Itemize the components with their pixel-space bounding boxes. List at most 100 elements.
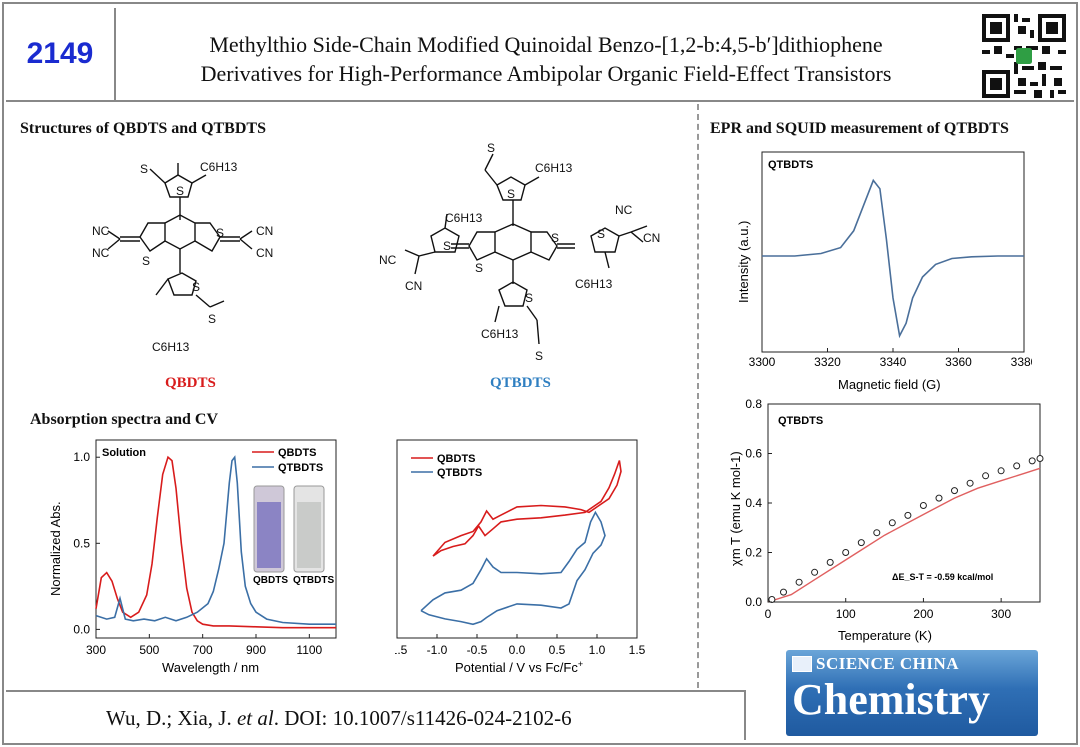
absorption-annotation: Solution xyxy=(102,447,146,459)
atom-hexyl-left-r: C6H13 xyxy=(445,211,483,225)
qr-code-icon[interactable] xyxy=(982,14,1066,98)
squid-ytick-label: 0.4 xyxy=(745,496,762,510)
vial-label-qbdts: QBDTS xyxy=(253,575,288,586)
atom-cn-right-r: CN xyxy=(643,231,660,245)
journal-logo-top: SCIENCE CHINA xyxy=(816,654,959,673)
cv-legend: QBDTS QTBDTS xyxy=(411,453,482,479)
atom-hexyl-bottom: C6H13 xyxy=(152,340,190,354)
atom-sme-top: S xyxy=(140,162,148,176)
qbdts-label: QBDTS xyxy=(165,375,216,392)
atom-s-core-left: S xyxy=(142,254,150,268)
citation[interactable]: Wu, D.; Xia, J. et al. DOI: 10.1007/s114… xyxy=(106,706,572,731)
squid-data-point xyxy=(919,502,927,509)
squid-data-point xyxy=(811,568,819,576)
atom-s-core-right-r: S xyxy=(551,231,559,245)
cv-xlabel: Potential / V vs Fc/Fc+ xyxy=(455,659,583,675)
squid-data-point xyxy=(888,519,896,527)
squid-data-point xyxy=(873,529,881,537)
squid-xtick-label: 0 xyxy=(765,607,772,621)
absorption-xticks: 300 500 700 900 1100 xyxy=(86,634,323,657)
squid-data-point xyxy=(842,549,850,556)
absorption-ytick-label: 0.5 xyxy=(73,536,90,550)
title-line-2: Derivatives for High-Performance Ambipol… xyxy=(200,61,892,86)
atom-s-top-r: S xyxy=(507,187,515,201)
squid-fit-line xyxy=(767,467,1041,603)
squid-yticks: 0.0 0.2 0.4 0.6 0.8 xyxy=(745,397,772,609)
absorption-legend: QBDTS QTBDTS xyxy=(252,447,323,474)
squid-xlabel: Temperature (K) xyxy=(838,628,932,643)
absorption-series-0 xyxy=(95,455,336,629)
epr-series-group xyxy=(762,178,1024,339)
absorption-ytick-label: 0.0 xyxy=(73,622,90,636)
legend-qtbdts-label: QTBDTS xyxy=(278,462,323,474)
atom-hexyl-top-r: C6H13 xyxy=(535,161,573,175)
epr-xticks: 3300 3320 3340 3360 3380 xyxy=(749,348,1032,369)
cv-xtick-label: 1.0 xyxy=(589,643,606,657)
section-structures: Structures of QBDTS and QTBDTS xyxy=(20,120,266,137)
column-divider xyxy=(697,104,699,688)
cv-series-0 xyxy=(432,460,622,557)
squid-xticks: 0 100 200 300 xyxy=(765,598,1011,621)
squid-ylabel: χm T (emu K mol-1) xyxy=(728,451,743,566)
epr-xtick-label: 3320 xyxy=(814,355,841,369)
atom-nc-right-r: NC xyxy=(615,203,633,217)
legend-qbdts-label: QBDTS xyxy=(278,447,317,459)
journal-logo-icon xyxy=(792,656,812,672)
atom-cn-lower: CN xyxy=(256,246,273,260)
atom-nc-lower: NC xyxy=(92,246,110,260)
epr-xtick-label: 3340 xyxy=(880,355,907,369)
citation-doi: . DOI: 10.1007/s11426-024-2102-6 xyxy=(273,706,572,730)
citation-authors: Wu, D.; Xia, J. xyxy=(106,706,237,730)
absorption-yticks: 0.0 0.5 1.0 xyxy=(73,450,100,636)
epr-series-0 xyxy=(762,178,1024,339)
cv-plot-frame xyxy=(396,439,638,639)
qtbdts-structure: S S C6H13 C6H13 S NC CN S S S NC CN C6H1… xyxy=(379,141,660,363)
absorption-xlabel: Wavelength / nm xyxy=(162,660,259,675)
absorption-plot-frame xyxy=(95,439,337,639)
cv-xticks: -1.5 -1.0 -0.5 0.0 0.5 1.0 1.5 xyxy=(395,634,646,657)
atom-s-core-right: S xyxy=(216,226,224,240)
squid-ytick-label: 0.6 xyxy=(745,447,762,461)
squid-annotation: QTBDTS xyxy=(778,415,823,427)
squid-series-group xyxy=(767,455,1044,603)
cv-xtick-label: 0.5 xyxy=(549,643,566,657)
squid-data-point xyxy=(997,467,1005,475)
epr-annotation: QTBDTS xyxy=(768,159,813,171)
absorption-series-1 xyxy=(95,455,336,625)
atom-s-core-left-r: S xyxy=(475,261,483,275)
cv-xlabel-sup: + xyxy=(578,659,583,669)
absorption-xtick-label: 1100 xyxy=(296,643,322,657)
citation-etal: et al xyxy=(236,706,274,730)
absorption-chart: 300 500 700 900 1100 0.0 0.5 1.0 Solution QBDT… xyxy=(48,439,337,675)
vial-qtbdts-liquid xyxy=(297,502,321,568)
cv-xtick-label: 1.5 xyxy=(629,643,646,657)
section-absorption: Absorption spectra and CV xyxy=(30,411,219,428)
absorption-xtick-label: 500 xyxy=(139,643,159,657)
epr-xlabel: Magnetic field (G) xyxy=(838,377,941,392)
cv-xtick-label: -1.0 xyxy=(427,643,448,657)
squid-ytick-label: 0.8 xyxy=(745,397,762,411)
header: 2149 Methylthio Side-Chain Modified Quin… xyxy=(6,8,1074,102)
atom-s-bottom-r: S xyxy=(525,291,533,305)
cv-series-group xyxy=(420,460,622,626)
squid-chart: 0 100 200 300 0.0 0.2 0.4 0.6 0.8 QTBDTS ΔE_S-T… xyxy=(728,397,1044,643)
qbdts-structure: S S C6H13 S S NC NC CN CN S C6H13 S xyxy=(92,160,273,354)
atom-cn-left-r: CN xyxy=(405,279,422,293)
journal-logo[interactable]: SCIENCE CHINA Chemistry xyxy=(786,650,1038,736)
footer: Wu, D.; Xia, J. et al. DOI: 10.1007/s114… xyxy=(6,690,746,740)
atom-nc-left-r: NC xyxy=(379,253,397,267)
squid-data-point xyxy=(951,487,958,495)
qtbdts-label: QTBDTS xyxy=(490,375,551,392)
vial-qbdts-liquid xyxy=(257,502,281,568)
cv-xlabel-text: Potential / V vs Fc/Fc xyxy=(455,660,578,675)
absorption-series-group xyxy=(95,455,336,629)
atom-hexyl-top: C6H13 xyxy=(200,160,238,174)
absorption-ytick-label: 1.0 xyxy=(73,450,90,464)
atom-hexyl-right-r: C6H13 xyxy=(575,277,613,291)
cv-xtick-label: -1.5 xyxy=(395,643,408,657)
squid-data-point xyxy=(857,539,865,547)
cv-chart: -1.5 -1.0 -0.5 0.0 0.5 1.0 1.5 QBDTS QTBDTS Po… xyxy=(395,439,646,675)
absorption-xtick-label: 900 xyxy=(246,643,266,657)
atom-sme-top-r: S xyxy=(487,141,495,155)
squid-data-point xyxy=(904,511,912,519)
